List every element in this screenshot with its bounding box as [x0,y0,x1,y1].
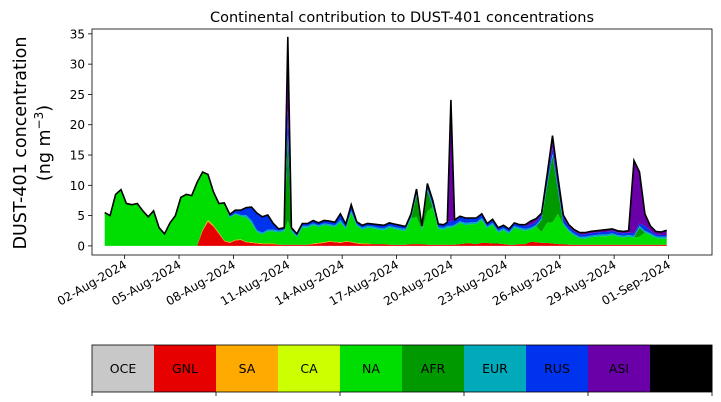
y-tick-label: 0 [77,239,85,253]
legend-label-rus: RUS [544,361,570,376]
legend-label-sa: SA [239,361,256,376]
legend-frame [91,344,713,393]
legend-swatch-eur [464,345,527,392]
legend-swatch-sa [216,345,279,392]
legend-swatch-na [340,345,403,392]
area-na [104,172,667,246]
legend-swatch-aus [650,345,713,392]
y-tick-label: 10 [70,179,85,193]
plot-frame [91,28,713,256]
chart-title: Continental contribution to DUST-401 con… [210,10,594,26]
legend: OCE GNL SA CA NA AFR EUR RUS ASI AUS [91,344,713,396]
legend-swatch-rus [526,345,589,392]
y-axis-label-line2: (ng m−3) [32,105,55,181]
y-tick-label: 20 [70,118,85,132]
legend-swatch-asi [588,345,651,392]
y-ticks: 0 5 10 15 20 25 30 35 [70,27,92,253]
legend-swatch-gnl [154,345,217,392]
legend-label-eur: EUR [482,361,508,376]
y-axis-label: DUST-401 concentration (ng m−3) [11,37,55,250]
legend-swatch-afr [402,345,465,392]
x-ticks: 02-Aug-202405-Aug-202408-Aug-202411-Aug-… [55,255,673,308]
area-gnl [104,221,667,246]
legend-label-afr: AFR [421,361,446,376]
legend-label-na: NA [362,361,380,376]
total-outline [104,36,667,236]
y-tick-label: 5 [77,209,85,223]
y-axis-label-line1: DUST-401 concentration [11,37,31,250]
legend-label-ca: CA [300,361,318,376]
legend-swatch-ca [278,345,341,392]
y-tick-label: 15 [70,149,85,163]
legend-label-asi: ASI [609,361,629,376]
legend-swatch-oce [92,345,155,392]
y-tick-label: 35 [70,27,85,41]
legend-label-oce: OCE [110,361,137,376]
series-areas [104,36,667,246]
legend-label-gnl: GNL [172,361,198,376]
y-tick-label: 30 [70,58,85,72]
legend-label-aus: AUS [668,361,694,376]
area-afr [104,135,667,239]
y-tick-label: 25 [70,88,85,102]
